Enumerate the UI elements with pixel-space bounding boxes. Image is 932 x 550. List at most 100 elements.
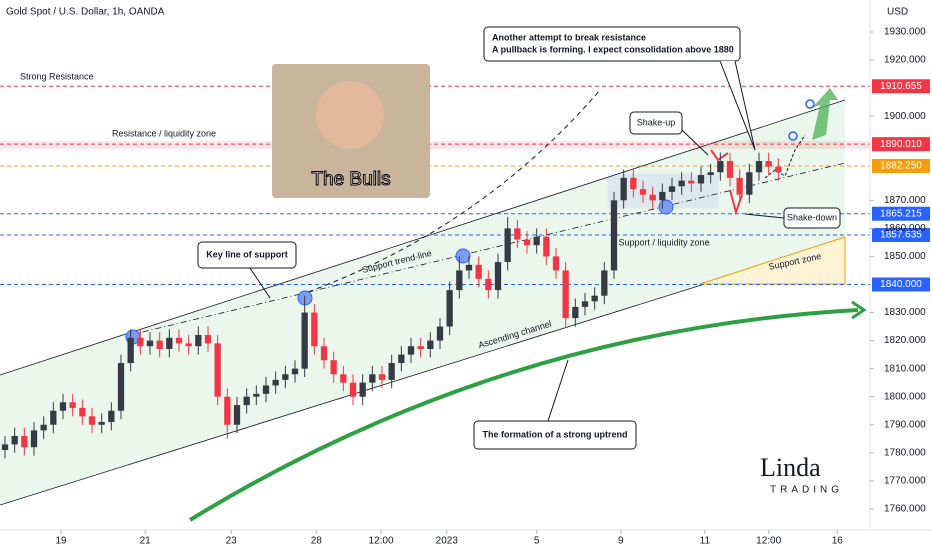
y-tick-label: 1930.000	[884, 27, 926, 38]
callout-pointer	[249, 267, 271, 299]
candle-body	[630, 177, 637, 190]
bull-arrow	[812, 88, 838, 140]
callout-box	[483, 26, 741, 62]
candle-body	[494, 262, 502, 291]
candle-body	[649, 194, 656, 201]
candle-body	[253, 393, 260, 397]
y-tick-label: 1770.000	[884, 475, 926, 486]
candle-body	[398, 354, 405, 364]
y-tick-label: 1810.000	[884, 363, 926, 374]
candle-body	[330, 360, 337, 375]
candle-body	[427, 340, 434, 349]
candle-body	[775, 166, 782, 173]
x-tick-label: 11	[700, 536, 711, 547]
candle-body	[639, 189, 647, 195]
y-tick-label: 1900.000	[884, 111, 926, 122]
candle-body	[117, 363, 125, 411]
y-tick-label: 1800.000	[884, 391, 926, 402]
candle-body	[417, 346, 424, 349]
candle-body	[514, 228, 521, 240]
candle-body	[224, 396, 231, 425]
candle-body	[108, 410, 115, 422]
candle-body	[523, 239, 531, 246]
y-tick-label: 1860.000	[884, 223, 926, 234]
candle-body	[475, 264, 482, 279]
candle-body	[407, 346, 415, 355]
candle-body	[755, 161, 763, 173]
candle-body	[533, 236, 540, 246]
annotation: Key line of support	[206, 249, 288, 259]
candle-body	[214, 343, 221, 397]
callout-box	[197, 241, 297, 269]
candle-body	[243, 396, 250, 406]
x-tick-label: 19	[56, 536, 68, 547]
candle-body	[301, 312, 308, 369]
x-tick-label: 12:00	[369, 536, 394, 547]
candle-body	[707, 172, 714, 176]
candle-body	[504, 228, 511, 263]
uptrend-curve	[188, 308, 859, 522]
y-tick-label: 1780.000	[884, 447, 926, 458]
candle-body	[320, 346, 328, 361]
level-label: 1840.000	[880, 279, 922, 290]
candle-body	[40, 424, 47, 431]
candle-body	[746, 172, 753, 195]
candle-body	[88, 416, 96, 425]
logo-name: Linda	[760, 453, 821, 482]
touch-point	[455, 248, 471, 264]
support-trend-line	[129, 162, 846, 336]
candle-body	[659, 191, 666, 201]
level-label-box	[872, 158, 930, 173]
levels: 1910.655 1890.010 1882.250 1865.215 1857.635…	[0, 79, 930, 292]
meme-caption: The Bulls	[311, 169, 390, 190]
x-tick-label: 12:00	[756, 536, 781, 547]
callout-box	[473, 420, 637, 450]
candle-body	[456, 270, 463, 291]
target-point	[805, 99, 815, 109]
annotation: Shake-down	[787, 212, 837, 222]
uptrend-arrowhead	[851, 300, 867, 320]
annotation: Shake-up	[637, 117, 676, 127]
x-tick-label: 16	[832, 536, 844, 547]
y-tick-label: 1830.000	[884, 307, 926, 318]
annotation: Strong Resistance	[20, 71, 94, 81]
candle-body	[572, 306, 579, 319]
x-tick-label: 9	[618, 536, 624, 547]
x-tick-label: 5	[534, 536, 540, 547]
axis-unit: USD	[887, 7, 908, 18]
candle-body	[668, 186, 676, 192]
level-label-box	[872, 137, 930, 152]
candle-body	[59, 402, 67, 411]
candle-body	[697, 175, 705, 184]
shake-up-mark	[710, 149, 729, 162]
candle-body	[620, 177, 627, 201]
candle-body	[262, 385, 270, 394]
annotation: The formation of a strong uptrend	[483, 429, 628, 439]
candle-body	[127, 337, 134, 364]
candle-body	[562, 270, 569, 319]
x-tick-label: 2023	[436, 536, 459, 547]
callout-text: Another attempt to break resistance	[492, 32, 646, 42]
candle-body	[349, 382, 357, 397]
candle-body	[50, 410, 57, 425]
level-label: 1890.010	[880, 139, 922, 150]
candle-body	[378, 374, 386, 380]
channel-upper	[0, 99, 846, 376]
candle-body	[137, 337, 144, 347]
level-label: 1865.215	[880, 208, 922, 219]
level-label-box	[872, 206, 930, 221]
candle-body	[79, 407, 86, 417]
level-label-box	[872, 277, 930, 292]
candle-body	[291, 368, 299, 375]
candle-body	[98, 421, 105, 425]
channel-fill	[0, 100, 845, 505]
candle-body	[166, 337, 173, 349]
candle-body	[581, 301, 589, 307]
y-tick-label: 1870.000	[884, 195, 926, 206]
candle-body	[485, 278, 492, 291]
y-tick-label: 1820.000	[884, 335, 926, 346]
level-label-box	[872, 227, 930, 242]
annotation: Support / liquidity zone	[618, 237, 709, 247]
candle-body	[446, 290, 453, 327]
